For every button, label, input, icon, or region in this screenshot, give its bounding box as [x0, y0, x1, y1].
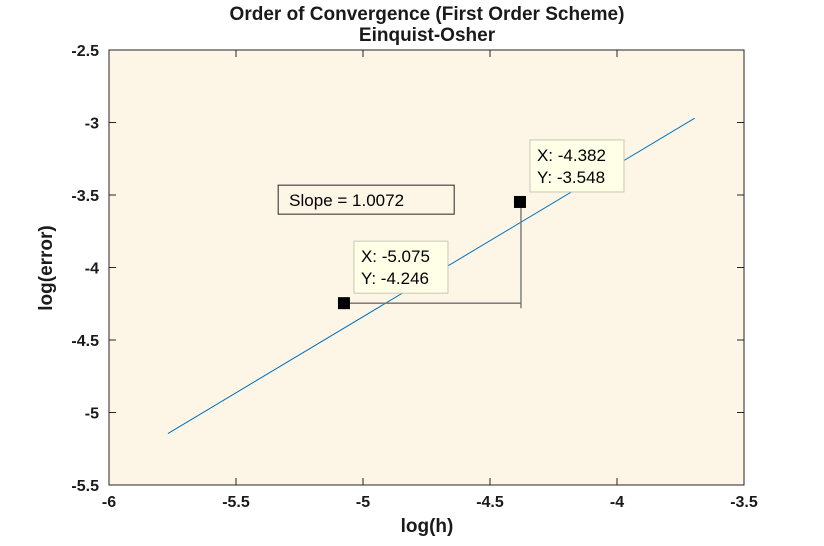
y-tick-label: -4 — [85, 261, 99, 278]
chart-title: Order of Convergence (First Order Scheme… — [230, 4, 625, 25]
plot-frame — [108, 49, 745, 486]
x-tick-label: -4.5 — [476, 494, 504, 511]
slope-annotation-text: Slope = 1.0072 — [289, 191, 404, 210]
datatip-x-text: X: -5.075 — [361, 247, 430, 266]
x-axis-label: log(h) — [401, 516, 454, 537]
datatip-marker — [337, 297, 350, 310]
y-tick-label: -2.5 — [71, 43, 99, 60]
y-tick-label: -3.5 — [71, 188, 99, 205]
datatip-box — [353, 240, 449, 294]
y-tick-label: -4.5 — [71, 333, 99, 350]
y-tick-label: -5 — [85, 406, 99, 423]
y-axis-label: log(error) — [36, 225, 57, 311]
x-tick-label: -6 — [102, 494, 116, 511]
tick-layer: -6 -5.5 -5 -4.5 -4 -3.5-2.5-3-3.5-4-4.5-5-5.5 — [71, 43, 757, 511]
chart-subtitle: Einquist-Osher — [359, 25, 496, 46]
datatip-box — [529, 139, 625, 193]
y-tick-label: -5.5 — [71, 478, 99, 495]
datatip-x-text: X: -4.382 — [537, 146, 606, 165]
slope-annotation-box — [277, 184, 455, 215]
datatip-y-text: Y: -3.548 — [537, 168, 605, 187]
datatip-y-text: Y: -4.246 — [361, 269, 429, 288]
titles: Order of Convergence (First Order Scheme… — [230, 4, 625, 46]
x-tick-label: -5.5 — [222, 494, 250, 511]
x-tick-label: -5 — [356, 494, 370, 511]
y-tick-label: -3 — [85, 116, 99, 133]
x-tick-label: -3.5 — [730, 494, 758, 511]
x-tick-label: -4 — [610, 494, 624, 511]
annotation-layer: X: -5.075 Y: -4.246 X: -4.382 Y: -3.548 Slop… — [277, 139, 625, 310]
datatip-marker — [513, 195, 526, 208]
